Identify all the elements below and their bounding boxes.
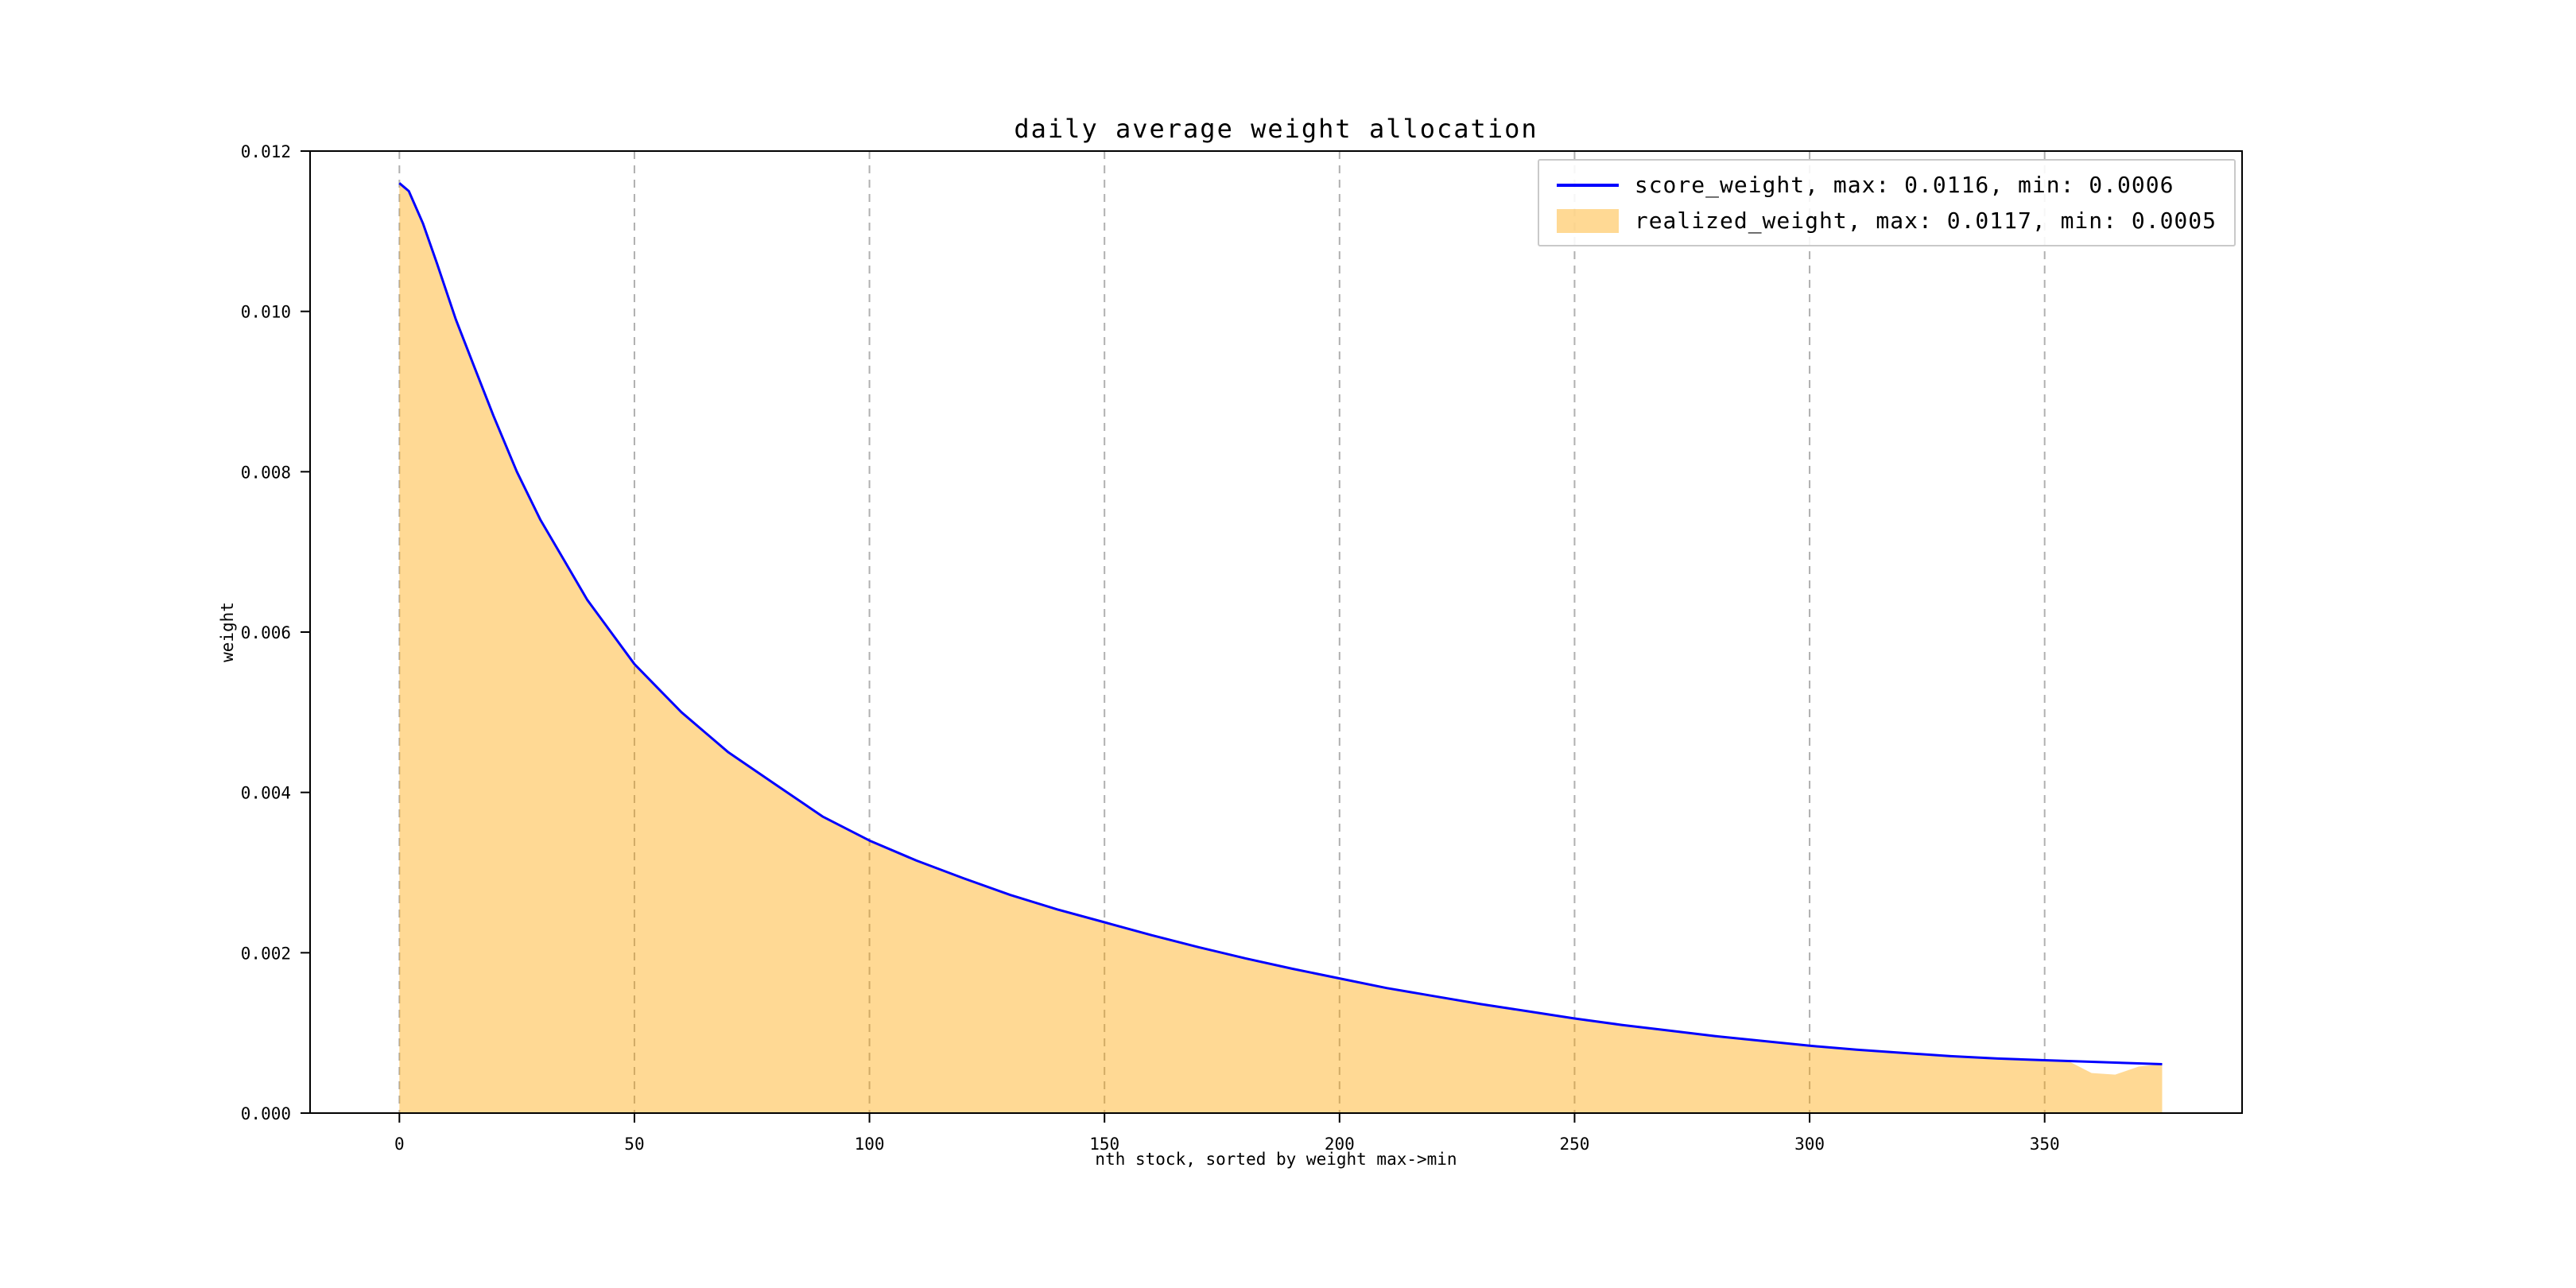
y-tick-label: 0.006 <box>241 623 291 642</box>
x-tick-label: 200 <box>1325 1135 1355 1154</box>
score-weight-line <box>398 182 2163 1065</box>
x-tick-label: 350 <box>2030 1135 2060 1154</box>
y-tick-label: 0.012 <box>241 142 291 161</box>
realized-weight-area <box>399 183 2163 1113</box>
legend-item-realized-weight: realized_weight, max: 0.0117, min: 0.000… <box>1556 208 2217 234</box>
legend-item-score-weight: score_weight, max: 0.0116, min: 0.0006 <box>1556 172 2217 198</box>
x-tick-label: 50 <box>624 1135 644 1154</box>
y-tick-label: 0.000 <box>241 1104 291 1123</box>
y-tick-label: 0.002 <box>241 944 291 963</box>
chart-title: daily average weight allocation <box>1014 114 1538 144</box>
y-tick-label: 0.008 <box>241 463 291 482</box>
y-axis-label: weight <box>218 602 237 662</box>
x-axis-label: nth stock, sorted by weight max->min <box>1095 1150 1457 1169</box>
legend-label: score_weight, max: 0.0116, min: 0.0006 <box>1634 172 2174 198</box>
y-tick-label: 0.004 <box>241 784 291 803</box>
x-tick-label: 100 <box>855 1135 885 1154</box>
legend-label: realized_weight, max: 0.0117, min: 0.000… <box>1634 208 2217 234</box>
legend-line-swatch <box>1556 183 1619 187</box>
legend: score_weight, max: 0.0116, min: 0.0006 r… <box>1537 159 2236 246</box>
x-tick-label: 150 <box>1089 1135 1119 1154</box>
legend-patch-swatch <box>1556 208 1619 233</box>
x-tick-label: 0 <box>394 1135 405 1154</box>
x-tick-label: 250 <box>1559 1135 1589 1154</box>
y-tick-label: 0.010 <box>241 303 291 322</box>
x-tick-label: 300 <box>1794 1135 1825 1154</box>
